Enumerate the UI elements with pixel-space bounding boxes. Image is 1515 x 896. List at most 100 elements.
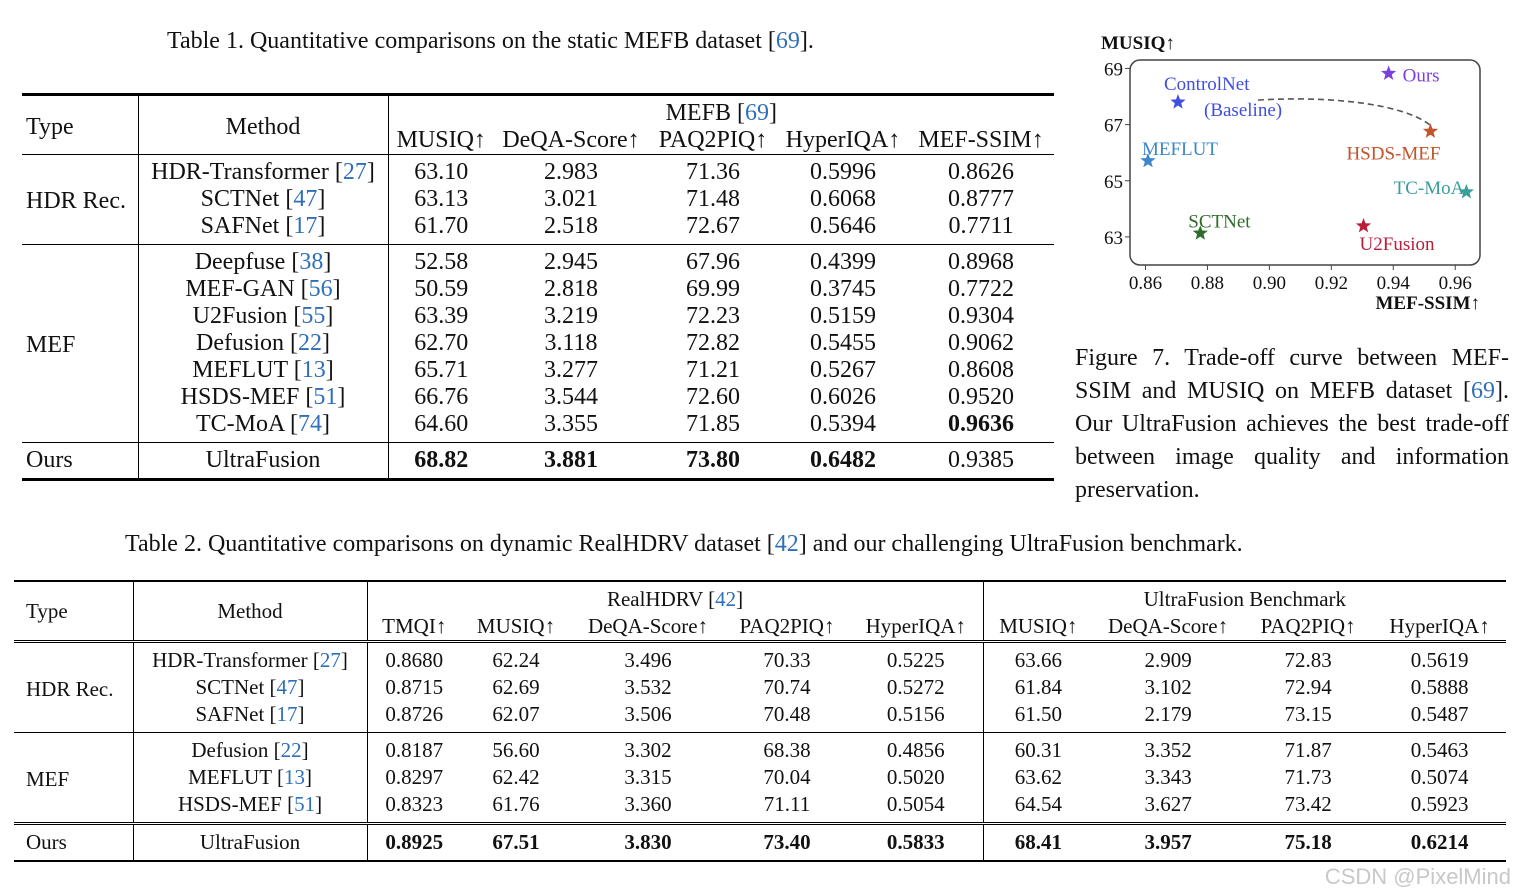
value-cell: 0.5888 — [1410, 675, 1469, 699]
tradeoff-chart: MUSIQ↑ MEF-SSIM↑ 0.86 0.88 0.90 0.92 0.94 0.96 6… — [1101, 33, 1481, 314]
value-cell: 65.71 — [414, 357, 469, 383]
t1-ours-value: 0.9385 — [908, 442, 1055, 480]
t2-ours-value: 3.830 — [571, 822, 725, 861]
data-point-label: MEFLUT — [1142, 139, 1218, 160]
watermark: CSDN @PixelMind — [1324, 864, 1511, 889]
group-type-label: HDR Rec. — [22, 154, 139, 245]
value-cell: 63.39 — [414, 303, 469, 329]
value-cell: 72.83 — [1243, 640, 1374, 674]
method-name: HSDS-MEF — [180, 384, 300, 410]
value-cell: 71.11 — [763, 792, 811, 816]
t2-metric: HyperIQA↑ — [1389, 614, 1490, 638]
value-cell: 0.4399 — [778, 244, 908, 276]
t2-metric: DeQA-Score↑ — [1108, 614, 1229, 638]
method-name: SAFNet — [195, 702, 265, 726]
table-row: SAFNet [17] 61.70 2.518 72.67 0.5646 0.7711 — [22, 213, 1054, 245]
data-point-star — [1355, 218, 1372, 233]
citation-ref: 22 — [280, 738, 302, 762]
value-cell: 2.518 — [544, 213, 598, 239]
method-cell: U2Fusion [55] — [138, 303, 389, 330]
value-cell: 0.5646 — [810, 213, 876, 239]
value-cell: 71.73 — [1284, 765, 1332, 789]
citation-ref: 27 — [342, 159, 367, 185]
method-name: Defusion — [191, 738, 269, 762]
table-row: TC-MoA [74] 64.60 3.355 71.85 0.5394 0.9636 — [22, 411, 1054, 443]
value-cell: 62.07 — [492, 702, 540, 726]
value-cell: 68.38 — [725, 732, 849, 764]
table-row: U2Fusion [55] 63.39 3.219 72.23 0.5159 0.9304 — [22, 303, 1054, 330]
data-point-star — [1381, 65, 1397, 80]
value-cell: 0.3745 — [810, 276, 876, 302]
value-cell: 0.4856 — [849, 732, 984, 764]
value-cell: 0.6026 — [810, 384, 876, 410]
value-cell: 0.9304 — [948, 303, 1015, 329]
value-cell: 72.67 — [686, 213, 740, 239]
value-cell: 0.7711 — [948, 213, 1014, 239]
citation-ref: 22 — [297, 330, 322, 356]
t2-ours-value: 75.18 — [1243, 822, 1374, 861]
value-cell: 0.8680 — [367, 640, 461, 674]
t2-metric: HyperIQA↑ — [849, 613, 984, 642]
t1-ours-row: Ours UltraFusion 68.82 3.881 73.80 0.648… — [22, 442, 1055, 480]
data-point-label: Ours — [1403, 65, 1440, 86]
x-tick-label: 0.90 — [1253, 273, 1286, 294]
method-name: U2Fusion — [192, 303, 288, 329]
table-row: MEF-GAN [56] 50.59 2.818 69.99 0.3745 0.7722 — [22, 276, 1054, 303]
y-tick-label: 69 — [1104, 59, 1123, 80]
t1-header-group: MEFB [69] — [665, 100, 777, 126]
t2-ours-value: 0.8925 — [367, 822, 461, 861]
value-cell: 0.5996 — [778, 154, 908, 186]
citation-ref: 38 — [299, 249, 324, 275]
value-cell: 71.36 — [648, 154, 778, 186]
value-cell: 3.506 — [624, 702, 672, 726]
value-cell: 70.33 — [725, 640, 849, 674]
method-name: MEFLUT — [192, 357, 288, 383]
value-cell: 3.360 — [624, 792, 672, 816]
table-row: HSDS-MEF [51] 0.8323 61.76 3.360 71.11 0.5054… — [14, 791, 1506, 824]
x-tick-label: 0.94 — [1377, 273, 1411, 294]
method-cell: HDR-Transformer [27] — [138, 154, 389, 186]
t2-metric: PAQ2PIQ↑ — [739, 614, 835, 638]
value-cell: 0.5923 — [1410, 792, 1469, 816]
value-cell: 0.7722 — [948, 276, 1015, 302]
value-cell: 62.24 — [461, 640, 571, 674]
t2-ours-value: 0.5833 — [849, 822, 984, 861]
value-cell: 0.5455 — [810, 330, 876, 356]
method-cell: SCTNet [47] — [133, 674, 368, 701]
value-cell: 72.23 — [686, 303, 740, 329]
group-type-label: MEF — [22, 244, 139, 443]
t2-metric: TMQI↑ — [382, 614, 447, 638]
citation-ref: 56 — [308, 276, 333, 302]
value-cell: 50.59 — [414, 276, 469, 302]
group-type-label: HDR Rec. — [14, 640, 134, 733]
method-cell: HDR-Transformer [27] — [133, 640, 368, 674]
citation-ref: 13 — [301, 357, 326, 383]
value-cell: 3.355 — [544, 411, 598, 437]
value-cell: 0.9062 — [948, 330, 1015, 356]
data-point-star — [1140, 152, 1156, 168]
citation-ref: 55 — [301, 303, 326, 329]
value-cell: 71.48 — [686, 186, 740, 212]
value-cell: 0.8777 — [948, 186, 1015, 212]
t1-ours-type: Ours — [22, 442, 139, 480]
value-cell: 0.5159 — [810, 303, 876, 329]
t2-header-type: Type — [14, 581, 134, 642]
table-row: MEF Defusion [22] 0.8187 56.60 3.302 68.38 0.4… — [14, 732, 1507, 824]
t2-ours-type: Ours — [14, 822, 134, 861]
value-cell: 0.9520 — [948, 384, 1015, 410]
data-point-label: TC-MoA — [1394, 178, 1465, 199]
t2-header-group-realhdrv: RealHDRV [42] — [367, 581, 984, 613]
method-name: HSDS-MEF — [177, 792, 282, 816]
table-row: HDR Rec. HDR-Transformer [27] 0.8680 62.24 3… — [14, 640, 1507, 733]
method-cell: SCTNet [47] — [138, 186, 389, 213]
table-row: SCTNet [47] 63.13 3.021 71.48 0.6068 0.8777 — [22, 186, 1054, 213]
method-cell: SAFNet [17] — [138, 213, 389, 245]
x-axis-label: MEF-SSIM↑ — [1376, 293, 1481, 314]
value-cell: 61.50 — [1014, 702, 1062, 726]
data-point-star — [1458, 184, 1474, 199]
t2-ours-row: Ours UltraFusion 0.8925 67.51 3.830 73.4… — [14, 822, 1507, 861]
value-cell: 0.8323 — [385, 792, 444, 816]
value-cell: 0.5272 — [849, 674, 984, 701]
table-row: SAFNet [17] 0.8726 62.07 3.506 70.48 0.5156 61… — [14, 701, 1506, 733]
method-name: SCTNet — [195, 675, 265, 699]
